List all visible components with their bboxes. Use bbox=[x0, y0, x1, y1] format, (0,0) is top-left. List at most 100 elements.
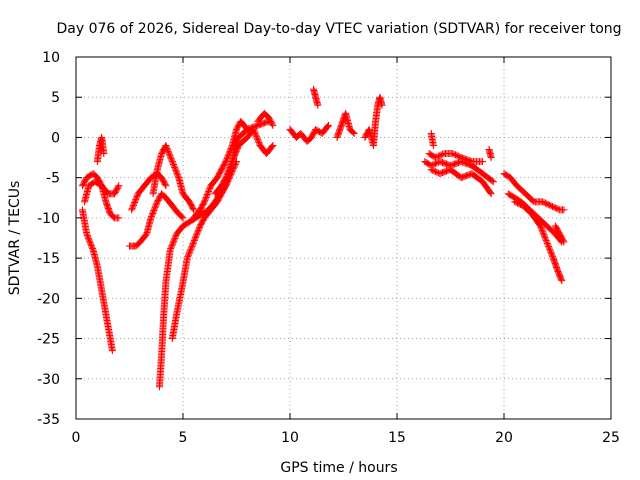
data-point-interp bbox=[174, 172, 182, 180]
data-point-interp bbox=[252, 131, 260, 139]
data-point bbox=[183, 254, 191, 262]
data-point-interp bbox=[170, 237, 178, 245]
data-point-interp bbox=[225, 165, 233, 173]
data-point-interp bbox=[193, 229, 201, 237]
data-point-interp bbox=[83, 231, 91, 239]
data-point bbox=[243, 125, 251, 133]
data-point-interp bbox=[133, 193, 141, 201]
data-point-interp bbox=[227, 161, 235, 169]
data-point bbox=[228, 158, 236, 166]
data-point-interp bbox=[268, 120, 276, 128]
data-point-interp bbox=[190, 237, 198, 245]
data-point bbox=[539, 198, 547, 206]
data-point-interp bbox=[152, 201, 160, 209]
data-point-interp bbox=[185, 250, 193, 258]
data-point-interp bbox=[191, 234, 199, 242]
data-point-interp bbox=[544, 200, 552, 208]
data-point-interp bbox=[430, 160, 438, 168]
data-point bbox=[543, 238, 551, 246]
data-point-interp bbox=[164, 147, 172, 155]
data-point-interp bbox=[538, 225, 546, 233]
data-point-interp bbox=[226, 163, 234, 171]
data-point bbox=[269, 121, 277, 129]
data-point-interp bbox=[231, 152, 239, 160]
data-point-interp bbox=[192, 232, 200, 240]
data-point-interp bbox=[223, 171, 231, 179]
data-point-interp bbox=[545, 244, 553, 252]
data-point bbox=[536, 222, 544, 230]
data-point bbox=[100, 150, 108, 158]
data-point-interp bbox=[541, 234, 549, 242]
data-point bbox=[269, 141, 277, 149]
data-point-interp bbox=[184, 251, 192, 259]
data-point-interp bbox=[222, 172, 230, 180]
y-tick-label: -30 bbox=[37, 372, 60, 388]
data-point-interp bbox=[85, 236, 93, 244]
data-point-interp bbox=[150, 205, 158, 213]
data-point-interp bbox=[194, 226, 202, 234]
data-point-interp bbox=[349, 128, 357, 136]
data-point-interp bbox=[188, 242, 196, 250]
x-tick-label: 15 bbox=[388, 430, 406, 446]
data-point-interp bbox=[467, 157, 475, 165]
data-point-interp bbox=[204, 189, 212, 197]
data-point bbox=[115, 182, 123, 190]
data-point-interp bbox=[540, 232, 548, 240]
data-point-interp bbox=[172, 168, 180, 176]
data-point bbox=[250, 125, 258, 133]
data-point-interp bbox=[543, 239, 551, 247]
data-point-interp bbox=[544, 241, 552, 249]
data-point-interp bbox=[254, 137, 262, 145]
y-tick-label: -5 bbox=[46, 171, 60, 187]
data-point-interp bbox=[324, 123, 332, 131]
data-point-interp bbox=[187, 244, 195, 252]
data-point-interp bbox=[167, 153, 175, 161]
data-point-interp bbox=[451, 151, 459, 159]
data-point bbox=[190, 238, 198, 246]
data-point-interp bbox=[488, 177, 496, 185]
data-point-interp bbox=[114, 183, 122, 191]
data-point-interp bbox=[131, 197, 139, 205]
data-point-interp bbox=[189, 241, 197, 249]
data-point-interp bbox=[229, 156, 237, 164]
data-point-interp bbox=[130, 200, 138, 208]
data-point-interp bbox=[224, 152, 232, 160]
data-point-interp bbox=[225, 166, 233, 174]
data-point-interp bbox=[167, 245, 175, 253]
data-point-interp bbox=[429, 166, 437, 174]
data-point bbox=[547, 202, 555, 210]
data-point-interp bbox=[186, 247, 194, 255]
grid bbox=[76, 57, 611, 419]
data-point-interp bbox=[549, 202, 557, 210]
data-point-interp bbox=[546, 247, 554, 255]
data-point bbox=[511, 198, 519, 206]
data-point-interp bbox=[228, 143, 236, 151]
data-point-interp bbox=[486, 189, 494, 197]
data-point-interp bbox=[205, 186, 213, 194]
data-point-interp bbox=[512, 198, 520, 206]
y-tick-label: -10 bbox=[37, 211, 60, 227]
data-point-interp bbox=[232, 149, 240, 157]
data-point-interp bbox=[147, 212, 155, 220]
data-point-interp bbox=[170, 236, 178, 244]
data-point-interp bbox=[547, 248, 555, 256]
data-point-interp bbox=[224, 153, 232, 161]
y-tick-label: 5 bbox=[51, 90, 60, 106]
data-point bbox=[479, 158, 487, 166]
data-point bbox=[449, 150, 457, 158]
data-point-interp bbox=[128, 204, 136, 212]
data-point-interp bbox=[169, 239, 177, 247]
data-point-interp bbox=[171, 163, 179, 171]
x-tick-label: 5 bbox=[179, 430, 188, 446]
data-point-interp bbox=[88, 243, 96, 251]
data-point bbox=[166, 246, 174, 254]
data-point-interp bbox=[86, 239, 94, 247]
data-point-interp bbox=[162, 143, 170, 151]
data-point-interp bbox=[232, 147, 240, 155]
data-point-interp bbox=[164, 146, 172, 154]
data-point-interp bbox=[514, 199, 522, 207]
data-point bbox=[429, 141, 437, 149]
data-point bbox=[108, 347, 116, 355]
data-point-interp bbox=[229, 155, 237, 163]
chart-title: Day 076 of 2026, Sidereal Day-to-day VTE… bbox=[56, 21, 621, 37]
